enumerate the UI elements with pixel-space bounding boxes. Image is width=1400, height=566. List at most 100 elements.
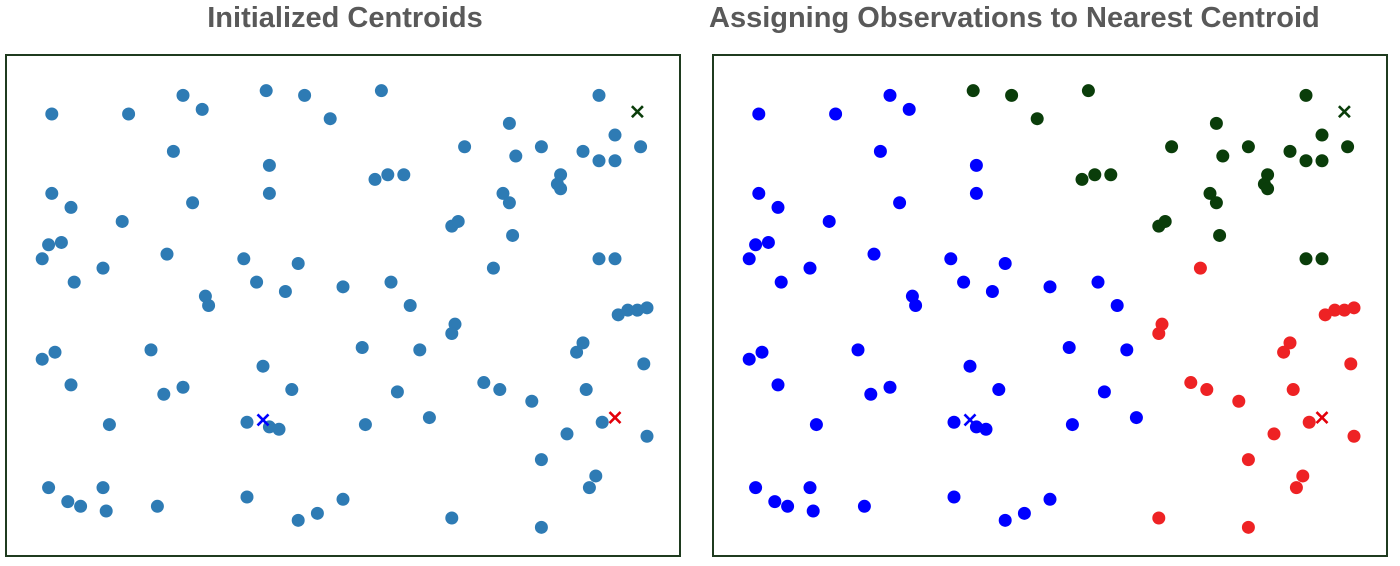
panel-assigned-observations: Assigning Observations to Nearest Centro… [707, 0, 1397, 566]
data-point [458, 140, 472, 154]
data-point [413, 343, 427, 357]
centroid-marker [630, 105, 644, 119]
data-point [1216, 149, 1230, 163]
data-point [576, 336, 590, 350]
data-point [829, 107, 843, 121]
data-point [608, 128, 622, 142]
data-point [992, 383, 1006, 397]
data-point [1289, 481, 1303, 495]
data-point [1120, 343, 1134, 357]
data-point [502, 196, 516, 210]
data-point [1030, 112, 1044, 126]
data-point [355, 341, 369, 355]
data-point [256, 359, 270, 373]
data-point [755, 345, 769, 359]
data-point [1152, 327, 1166, 341]
centroid-marker [1315, 411, 1329, 424]
data-point [749, 238, 763, 252]
data-point [1129, 411, 1143, 425]
centroid-marker [963, 413, 977, 427]
data-point [771, 378, 785, 392]
data-point [867, 247, 881, 261]
data-point [1104, 168, 1118, 182]
data-point [237, 252, 251, 266]
data-point [157, 387, 171, 401]
data-point [195, 102, 209, 116]
chart-title: Assigning Observations to Nearest Centro… [709, 2, 1320, 34]
data-point [1315, 154, 1329, 168]
data-point [506, 228, 520, 242]
panel-initialized-centroids: Initialized Centroids [0, 0, 690, 566]
data-point [883, 380, 897, 394]
data-point [1232, 394, 1246, 408]
data-point [902, 102, 916, 116]
plot-frame [712, 54, 1388, 557]
data-point [35, 352, 49, 366]
data-point [240, 415, 254, 429]
data-point [595, 415, 609, 429]
scatter-plot-assigned [712, 54, 1388, 557]
data-point [752, 186, 766, 200]
data-point [67, 275, 81, 289]
data-point [534, 453, 548, 467]
data-point [1241, 453, 1255, 467]
data-point [1209, 116, 1223, 130]
data-point [1062, 341, 1076, 355]
data-point [285, 383, 299, 397]
data-point [761, 235, 775, 249]
data-point [947, 490, 961, 504]
data-point [608, 252, 622, 266]
data-point [893, 196, 907, 210]
data-point [336, 492, 350, 506]
data-point [496, 186, 510, 200]
data-point [1017, 506, 1031, 520]
data-point [525, 394, 539, 408]
data-point [298, 88, 312, 102]
data-point [608, 154, 622, 168]
data-point [634, 140, 648, 154]
data-point [374, 84, 388, 98]
centroid-marker [256, 413, 270, 427]
data-point [445, 327, 459, 341]
data-point [1203, 186, 1217, 200]
data-point [742, 252, 756, 266]
data-point [272, 422, 286, 436]
data-point [576, 144, 590, 158]
data-point [323, 112, 337, 126]
data-point [122, 107, 136, 121]
data-point [64, 378, 78, 392]
data-point [589, 469, 603, 483]
data-point [1043, 492, 1057, 506]
data-point [310, 506, 324, 520]
data-point [534, 140, 548, 154]
data-point [809, 418, 823, 432]
data-point [1299, 88, 1313, 102]
data-point [1341, 140, 1355, 154]
data-point [262, 186, 276, 200]
data-point [35, 252, 49, 266]
data-point [48, 345, 62, 359]
data-point [1165, 140, 1179, 154]
data-point [1005, 88, 1019, 102]
data-point [570, 345, 584, 359]
data-point [1158, 214, 1172, 228]
data-point [99, 504, 113, 518]
data-point [45, 186, 59, 200]
data-point [240, 490, 254, 504]
data-point [998, 256, 1012, 270]
data-point [554, 182, 568, 196]
data-point [61, 495, 75, 509]
data-point [166, 144, 180, 158]
data-point [969, 158, 983, 172]
data-point [742, 352, 756, 366]
data-point [873, 144, 887, 158]
data-point [259, 84, 273, 98]
data-point [291, 256, 305, 270]
data-point [1200, 383, 1214, 397]
data-point [1088, 168, 1102, 182]
data-point [1110, 299, 1124, 312]
data-point [1302, 415, 1316, 429]
data-point [291, 513, 305, 527]
data-point [1315, 252, 1329, 266]
data-point [611, 308, 625, 322]
